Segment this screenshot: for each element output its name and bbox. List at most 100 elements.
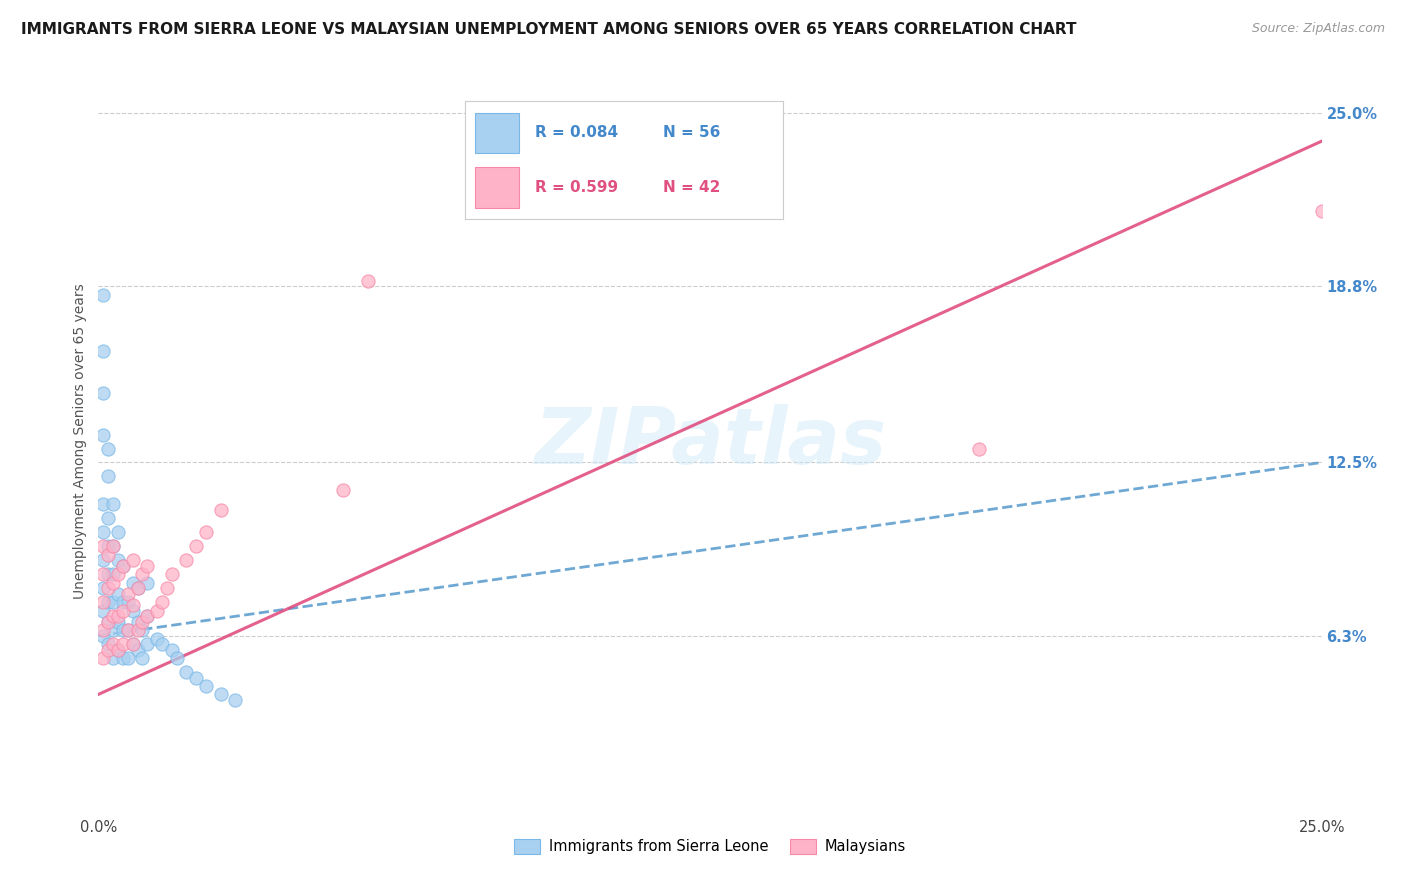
Point: [136, 575, 159, 590]
Point: [101, 575, 124, 590]
Point: [101, 609, 124, 624]
Point: [146, 603, 169, 617]
Point: [107, 609, 129, 624]
Point: [91, 651, 114, 665]
Point: [97, 539, 120, 553]
Point: [131, 615, 153, 629]
Point: [107, 615, 129, 629]
Point: [127, 581, 149, 595]
Point: [131, 567, 153, 582]
Point: [150, 595, 173, 609]
Point: [101, 497, 124, 511]
Text: Source: ZipAtlas.com: Source: ZipAtlas.com: [1251, 22, 1385, 36]
Point: [97, 548, 120, 562]
Point: [195, 679, 218, 693]
Point: [195, 525, 218, 540]
Text: IMMIGRANTS FROM SIERRA LEONE VS MALAYSIAN UNEMPLOYMENT AMONG SENIORS OVER 65 YEA: IMMIGRANTS FROM SIERRA LEONE VS MALAYSIA…: [21, 22, 1077, 37]
Point: [121, 575, 143, 590]
Point: [156, 581, 179, 595]
Point: [107, 642, 129, 657]
Point: [101, 637, 124, 651]
Text: ZIPatlas: ZIPatlas: [534, 403, 886, 480]
Point: [117, 623, 139, 637]
Point: [136, 609, 159, 624]
Point: [107, 553, 129, 567]
Point: [111, 558, 134, 573]
Point: [91, 427, 114, 442]
Point: [136, 637, 159, 651]
Point: [121, 603, 143, 617]
Point: [176, 665, 198, 679]
Point: [209, 503, 232, 517]
Point: [111, 558, 134, 573]
Point: [91, 525, 114, 540]
Point: [136, 558, 159, 573]
Point: [967, 442, 990, 456]
Point: [91, 385, 114, 400]
Point: [91, 497, 114, 511]
Point: [111, 595, 134, 609]
Point: [121, 637, 143, 651]
Point: [101, 595, 124, 609]
Point: [101, 623, 124, 637]
Point: [97, 642, 120, 657]
Point: [91, 603, 114, 617]
Point: [111, 623, 134, 637]
Point: [166, 651, 188, 665]
Point: [91, 595, 114, 609]
Point: [224, 693, 246, 707]
Point: [91, 581, 114, 595]
Point: [97, 615, 120, 629]
Point: [111, 603, 134, 617]
Point: [131, 651, 153, 665]
Point: [160, 567, 183, 582]
Point: [97, 442, 120, 456]
Point: [127, 615, 149, 629]
Point: [101, 539, 124, 553]
Point: [91, 553, 114, 567]
Point: [121, 598, 143, 612]
Point: [101, 651, 124, 665]
Point: [97, 469, 120, 483]
Point: [176, 553, 198, 567]
Point: [127, 581, 149, 595]
Point: [91, 567, 114, 582]
Point: [97, 637, 120, 651]
Point: [97, 595, 120, 609]
Point: [107, 525, 129, 540]
Point: [121, 637, 143, 651]
Point: [117, 623, 139, 637]
Point: [117, 587, 139, 601]
Point: [97, 581, 120, 595]
Point: [97, 511, 120, 525]
Point: [136, 609, 159, 624]
Point: [101, 567, 124, 582]
Point: [160, 642, 183, 657]
Y-axis label: Unemployment Among Seniors over 65 years: Unemployment Among Seniors over 65 years: [73, 284, 87, 599]
Point: [356, 274, 378, 288]
Point: [97, 615, 120, 629]
Point: [209, 687, 232, 701]
Point: [91, 539, 114, 553]
Point: [186, 539, 208, 553]
Point: [117, 651, 139, 665]
Point: [107, 567, 129, 582]
Point: [1310, 204, 1333, 219]
Point: [131, 623, 153, 637]
Point: [101, 539, 124, 553]
Legend: Immigrants from Sierra Leone, Malaysians: Immigrants from Sierra Leone, Malaysians: [508, 833, 912, 860]
Point: [121, 553, 143, 567]
Point: [111, 637, 134, 651]
Point: [117, 595, 139, 609]
Point: [91, 623, 114, 637]
Point: [91, 343, 114, 358]
Point: [91, 629, 114, 643]
Point: [107, 587, 129, 601]
Point: [91, 288, 114, 302]
Point: [127, 623, 149, 637]
Point: [107, 642, 129, 657]
Point: [127, 642, 149, 657]
Point: [186, 671, 208, 685]
Point: [332, 483, 354, 498]
Point: [111, 651, 134, 665]
